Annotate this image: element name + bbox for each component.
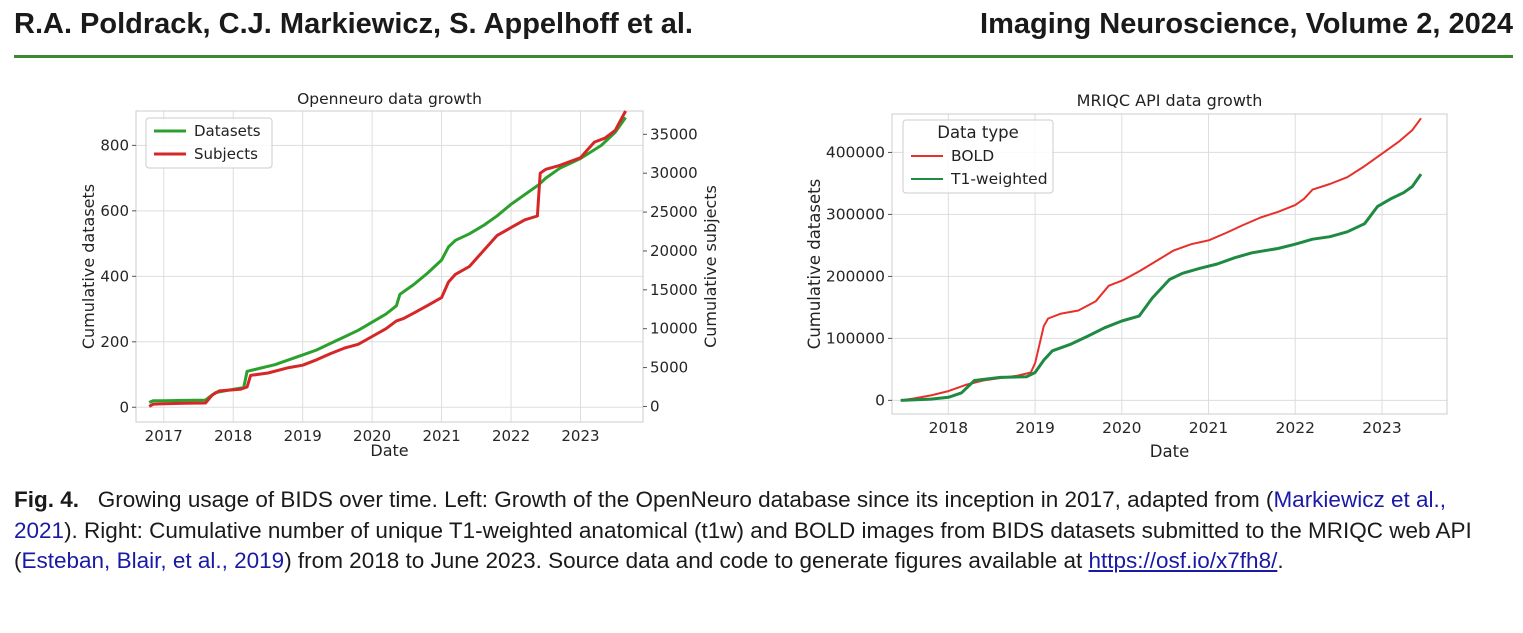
- x-tick-label: 2021: [422, 427, 460, 445]
- x-tick-label: 2020: [1102, 419, 1141, 437]
- legend-title: Data type: [937, 123, 1019, 142]
- x-tick-label: 2018: [929, 419, 968, 437]
- y-axis-label: Cumulative datasets: [79, 184, 98, 349]
- series-line-t1-weighted: [900, 173, 1423, 402]
- x-tick-label: 2018: [214, 427, 252, 445]
- y2-tick-label: 10000: [650, 320, 698, 338]
- y2-tick-label: 20000: [650, 242, 698, 260]
- legend-label: Subjects: [194, 145, 258, 163]
- plot-frame: [135, 110, 644, 423]
- legend-label: Datasets: [194, 122, 261, 140]
- header-journal: Imaging Neuroscience, Volume 2, 2024: [980, 8, 1513, 40]
- y-tick-label: 0: [875, 391, 885, 409]
- caption-ref-markiewicz[interactable]: Markiewicz et al., 2021: [14, 487, 1446, 543]
- caption-text-4: .: [1277, 548, 1284, 573]
- y-tick-label: 200: [100, 333, 129, 351]
- x-tick-label: 2017: [145, 427, 183, 445]
- x-tick-label: 2021: [1189, 419, 1228, 437]
- legend-label: T1-weighted: [950, 170, 1048, 188]
- caption-ref-esteban[interactable]: Esteban, Blair, et al., 2019: [21, 548, 285, 573]
- y-tick-label: 600: [100, 202, 129, 220]
- x-axis-label: Date: [1150, 442, 1189, 461]
- y2-tick-label: 0: [650, 397, 660, 415]
- y-axis-label: Cumulative datasets: [805, 179, 824, 349]
- y-tick-label: 400: [100, 267, 129, 285]
- caption-url-link[interactable]: https://osf.io/x7fh8/: [1088, 548, 1278, 573]
- y2-axis-label: Cumulative subjects: [701, 185, 720, 348]
- legend-label: BOLD: [951, 147, 994, 165]
- series-line-subjects: [148, 110, 627, 408]
- y-tick-label: 100000: [826, 329, 885, 347]
- caption-text-1: Growing usage of BIDS over time. Left: G…: [97, 487, 1274, 512]
- chart-title: MRIQC API data growth: [1077, 91, 1263, 110]
- legend-box: [902, 119, 1054, 194]
- caption-text-3: ) from 2018 to June 2023. Source data an…: [284, 548, 1089, 573]
- y2-tick-label: 35000: [650, 125, 698, 143]
- x-tick-label: 2022: [1276, 419, 1315, 437]
- figure-4: 2017 2018 2019 2020 2021 2022 2023 0 200 400 600 80…: [79, 90, 1448, 461]
- x-tick-label: 2020: [353, 427, 391, 445]
- y-tick-label: 0: [119, 398, 129, 416]
- chart-openneuro: 2017 2018 2019 2020 2021 2022 2023 0 200 400 600 80…: [79, 90, 720, 460]
- x-tick-label: 2019: [284, 427, 322, 445]
- x-tick-label: 2022: [492, 427, 530, 445]
- y-tick-label: 300000: [826, 205, 885, 223]
- x-tick-label: 2019: [1015, 419, 1054, 437]
- y2-tick-label: 15000: [650, 281, 698, 299]
- y-tick-label: 400000: [826, 143, 885, 161]
- header-authors: R.A. Poldrack, C.J. Markiewicz, S. Appel…: [14, 8, 693, 40]
- chart-title: Openneuro data growth: [297, 90, 482, 108]
- x-axis-label: Date: [370, 441, 408, 460]
- x-tick-label: 2023: [561, 427, 599, 445]
- caption-label: Fig. 4.: [14, 487, 80, 512]
- y-tick-label: 800: [100, 136, 129, 154]
- page-header: R.A. Poldrack, C.J. Markiewicz, S. Appel…: [14, 4, 1513, 52]
- y-tick-label: 200000: [826, 267, 885, 285]
- y2-tick-label: 30000: [650, 164, 698, 182]
- plot-frame: [891, 113, 1448, 415]
- y2-tick-label: 5000: [650, 359, 688, 377]
- caption-text-2: ). Right: Cumulative number of unique T1…: [14, 517, 1472, 574]
- chart-mriqc: 2018 2019 2020 2021 2022 2023 0 100000 200000 300…: [805, 91, 1448, 461]
- x-tick-label: 2023: [1362, 419, 1401, 437]
- y2-tick-label: 25000: [650, 203, 698, 221]
- figure-caption: Fig. 4. Growing usage of BIDS over time.…: [14, 485, 1509, 577]
- header-rule: [14, 55, 1513, 58]
